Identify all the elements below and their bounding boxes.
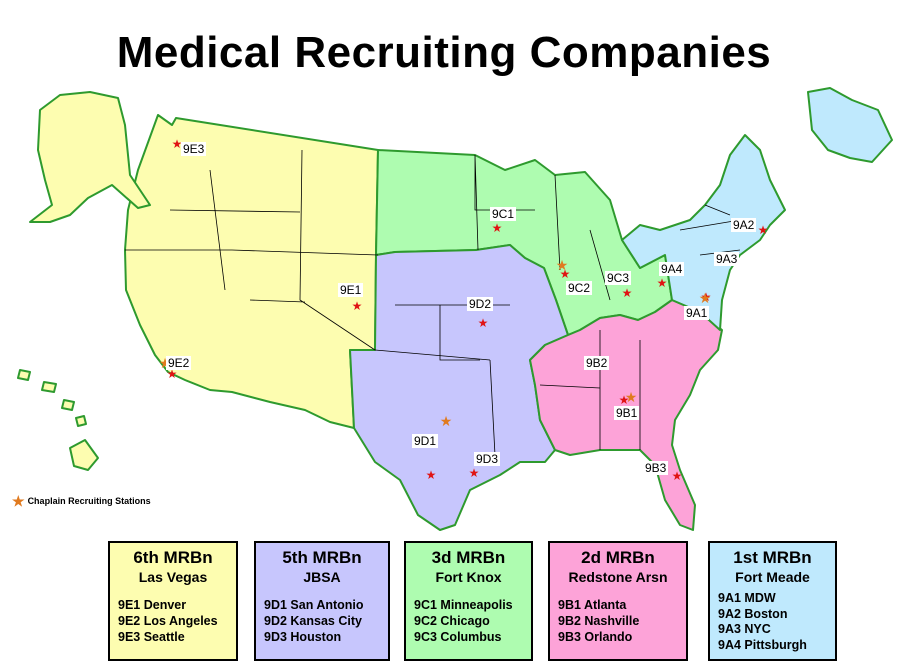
legend-label: Chaplain Recruiting Stations: [27, 496, 151, 506]
star-9d3: ★: [469, 466, 480, 480]
alaska-shape: [29, 91, 151, 223]
label-9a2: 9A2: [731, 218, 757, 232]
label-9e3: 9E3: [181, 142, 207, 156]
star-9b1: ★: [619, 393, 630, 407]
company-item: 9A4 Pittsburgh: [718, 637, 807, 652]
battalion-name: 6th MRBn: [133, 548, 213, 567]
company-item: 9C3 Columbus: [414, 630, 502, 644]
company-item: 9D1 San Antonio: [264, 598, 364, 612]
star-9c3: ★: [622, 286, 633, 300]
star-9d2: ★: [478, 316, 489, 330]
label-9c1: 9C1: [490, 207, 517, 221]
battalion-box-6th: 6th MRBn Las Vegas 9E1 Denver 9E2 Los An…: [108, 541, 238, 661]
star-9a1: ★: [701, 290, 712, 304]
orange-star-icon: ★: [12, 493, 25, 509]
company-item: 9A1 MDW: [718, 591, 776, 605]
star-9e1: ★: [352, 299, 363, 313]
battalion-location: Las Vegas: [138, 569, 208, 585]
star-9c1: ★: [492, 221, 503, 235]
battalion-location: Fort Meade: [735, 569, 810, 585]
chaplain-star-chicago: ★: [556, 257, 569, 273]
company-item: 9B3 Orlando: [558, 630, 633, 644]
label-9a1: 9A1: [684, 306, 710, 320]
chaplain-star-ok: ★: [440, 413, 453, 429]
battalion-box-5th: 5th MRBn JBSA 9D1 San Antonio 9D2 Kansas…: [254, 541, 390, 661]
label-9b1: 9B1: [614, 406, 640, 420]
label-9e1: 9E1: [338, 283, 364, 297]
company-item: 9E2 Los Angeles: [118, 614, 218, 628]
region-6th-mrbn: [124, 114, 379, 429]
battalion-name: 5th MRBn: [282, 548, 362, 567]
us-region-map: ★ ★ ★ ★ ★ ★ ★ ★ ★ ★ ★ ★ ★ ★ ★ ★ ★ ★ ★: [17, 87, 893, 531]
label-9d2: 9D2: [467, 297, 494, 311]
star-9b3: ★: [672, 469, 683, 483]
star-9a2: ★: [758, 223, 769, 237]
label-9b3: 9B3: [643, 461, 669, 475]
label-9a4: 9A4: [659, 262, 685, 276]
page-title: Medical Recruiting Companies: [116, 28, 772, 77]
company-item: 9A3 NYC: [718, 622, 771, 636]
label-9c3: 9C3: [605, 271, 632, 285]
company-item: 9E3 Seattle: [118, 630, 185, 644]
company-item: 9D3 Houston: [264, 630, 342, 644]
company-item: 9B1 Atlanta: [558, 598, 627, 612]
hawaii-big-island: [69, 439, 99, 471]
company-item: 9D2 Kansas City: [264, 614, 362, 628]
battalion-location: JBSA: [303, 569, 341, 585]
chaplain-star-atl: ★: [625, 389, 638, 405]
chaplain-star-dc: ★: [699, 290, 712, 306]
label-9e2: 9E2: [166, 356, 192, 370]
battalion-box-1st: 1st MRBn Fort Meade 9A1 MDW 9A2 Boston 9…: [708, 541, 837, 661]
battalion-box-2d: 2d MRBn Redstone Arsn 9B1 Atlanta 9B2 Na…: [548, 541, 688, 661]
company-item: 9E1 Denver: [118, 598, 187, 612]
battalion-box-3d: 3d MRBn Fort Knox 9C1 Minneapolis 9C2 Ch…: [404, 541, 533, 661]
company-item: 9C2 Chicago: [414, 614, 490, 628]
label-9d3: 9D3: [474, 452, 501, 466]
label-9d1: 9D1: [412, 434, 439, 448]
star-9c2: ★: [560, 267, 571, 281]
battalion-name: 2d MRBn: [581, 548, 655, 567]
company-item: 9C1 Minneapolis: [414, 598, 513, 612]
legend: ★ Chaplain Recruiting Stations: [12, 493, 151, 509]
star-9a4: ★: [657, 276, 668, 290]
region-5th-mrbn: [349, 244, 569, 531]
maritime-shape: [807, 87, 893, 163]
battalion-location: Redstone Arsn: [568, 569, 668, 585]
star-9e3: ★: [172, 137, 183, 151]
star-9d1: ★: [426, 468, 437, 482]
star-9e2: ★: [167, 367, 178, 381]
company-item: 9B2 Nashville: [558, 614, 640, 628]
label-9c2: 9C2: [566, 281, 593, 295]
label-9b2: 9B2: [584, 356, 610, 370]
hawaii-islands: [17, 369, 87, 427]
battalion-name: 3d MRBn: [431, 548, 506, 567]
battalion-location: Fort Knox: [435, 569, 502, 585]
label-9a3: 9A3: [714, 252, 740, 266]
company-item: 9A2 Boston: [718, 606, 788, 621]
battalion-name: 1st MRBn: [733, 548, 812, 567]
